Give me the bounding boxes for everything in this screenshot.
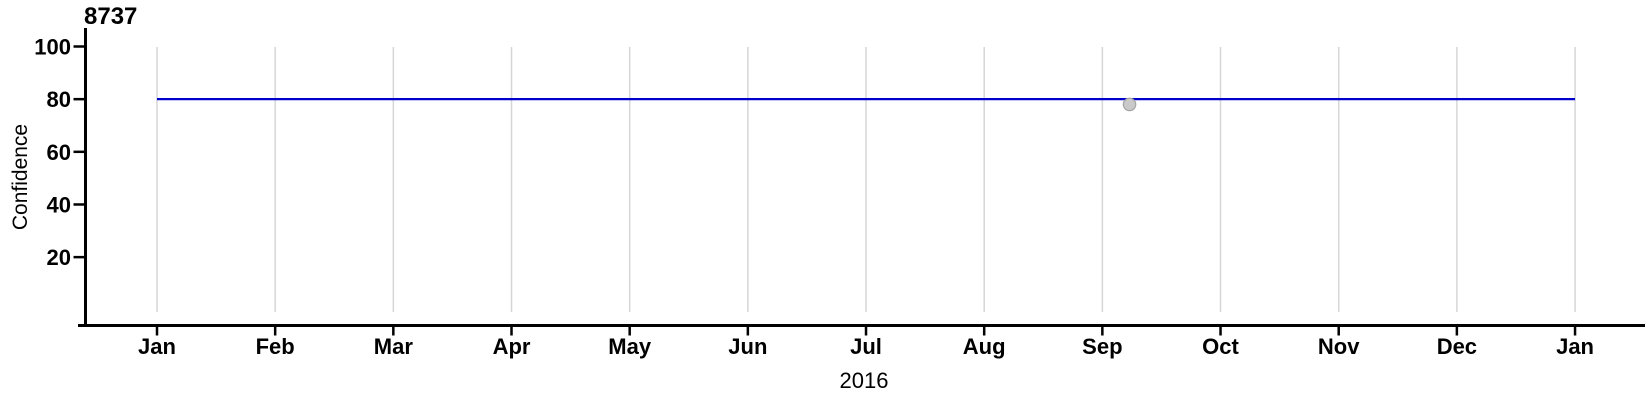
- x-tick-label: Oct: [1202, 334, 1239, 359]
- y-tick-label: 100: [34, 35, 71, 60]
- x-tick-label: Mar: [374, 334, 414, 359]
- x-tick-label: Feb: [256, 334, 295, 359]
- chart-title: 8737: [84, 3, 138, 30]
- x-tick-label: Aug: [963, 334, 1006, 359]
- y-tick-label: 80: [47, 87, 71, 112]
- x-tick-label: Nov: [1318, 334, 1360, 359]
- y-tick-label: 20: [47, 245, 71, 270]
- observation-point: [1122, 97, 1137, 112]
- x-tick-label: Jan: [138, 334, 176, 359]
- x-tick-label: Apr: [493, 334, 531, 359]
- x-tick-label: Sep: [1082, 334, 1122, 359]
- x-axis-title: 2016: [839, 368, 889, 393]
- x-tick-label: Dec: [1437, 334, 1477, 359]
- x-tick-label: Jan: [1556, 334, 1594, 359]
- x-tick-label: Jun: [728, 334, 767, 359]
- x-tick-label: Jul: [850, 334, 882, 359]
- x-tick-label: May: [608, 334, 652, 359]
- y-tick-label: 40: [47, 192, 71, 217]
- y-tick-label: 60: [47, 140, 71, 165]
